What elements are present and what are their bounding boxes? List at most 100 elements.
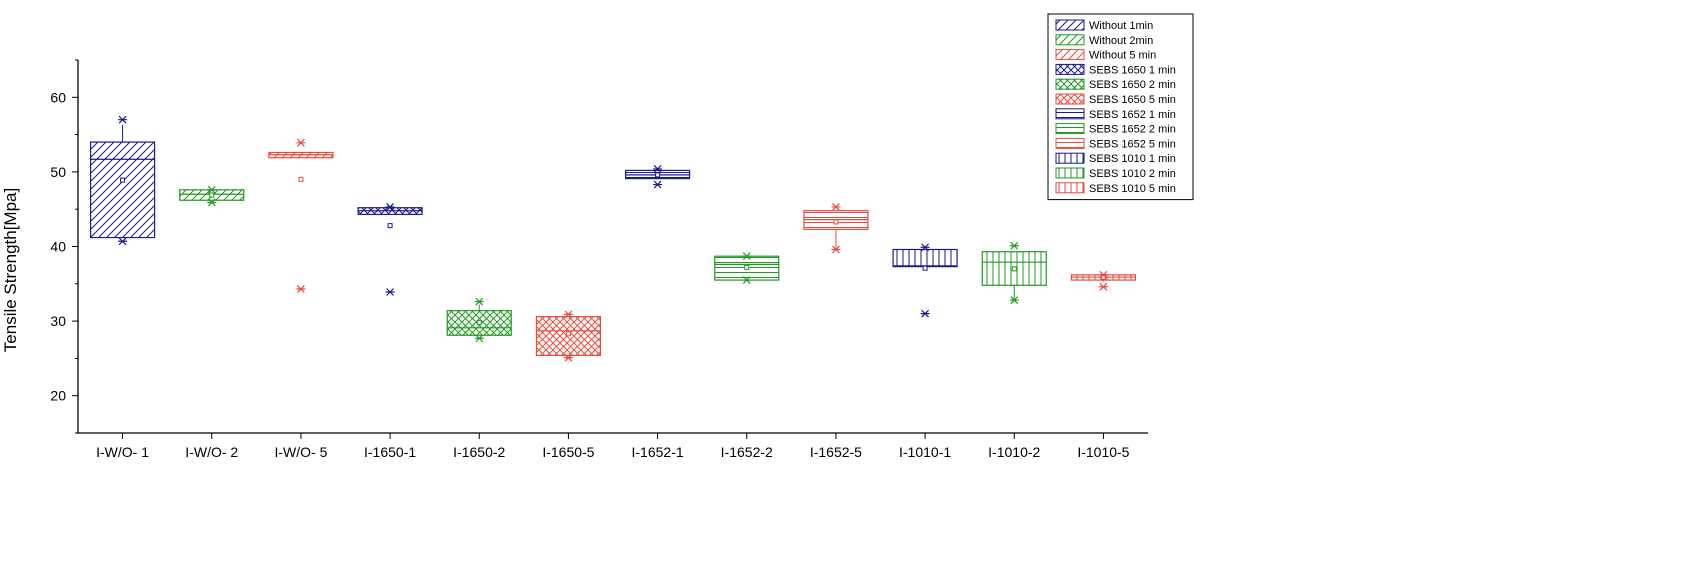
box-I-1010-5 — [1070, 270, 1137, 291]
min-marker — [1009, 296, 1019, 305]
legend-swatch — [1055, 108, 1085, 120]
mean-marker — [120, 177, 126, 183]
legend-swatch — [1055, 123, 1085, 135]
max-marker — [118, 115, 128, 124]
max-marker — [563, 310, 573, 319]
box-I-1010-1 — [892, 243, 958, 318]
legend-swatch — [1055, 182, 1085, 194]
mean-marker — [476, 320, 482, 326]
legend-label: SEBS 1652 5 min — [1089, 138, 1176, 150]
legend-label: Without 5 min — [1089, 50, 1156, 62]
legend-item: SEBS 1650 1 min — [1055, 63, 1176, 76]
legend-label: SEBS 1652 2 min — [1089, 124, 1176, 136]
legend-swatch — [1055, 137, 1085, 149]
min-marker — [563, 353, 573, 362]
y-axis-label: Tensile Strength[Mpa] — [1, 188, 20, 352]
legend-item: SEBS 1652 2 min — [1055, 123, 1176, 136]
x-tick-label: I-W/O- 2 — [185, 444, 238, 460]
min-marker — [118, 237, 128, 246]
legend-item: SEBS 1650 5 min — [1055, 93, 1176, 106]
legend-swatch — [1055, 19, 1085, 31]
y-tick-label: 40 — [50, 239, 66, 255]
mean-marker — [922, 265, 928, 271]
legend-swatch — [1055, 63, 1085, 75]
x-tick-label: I-W/O- 5 — [274, 444, 327, 460]
legend-label: SEBS 1650 1 min — [1089, 64, 1176, 76]
max-marker — [207, 185, 217, 194]
legend-item: Without 1min — [1055, 19, 1153, 32]
legend-label: Without 1min — [1089, 20, 1153, 32]
max-marker — [831, 203, 841, 211]
y-tick-label: 60 — [50, 89, 66, 105]
mean-marker — [565, 331, 571, 337]
x-tick-label: I-1652-2 — [721, 444, 773, 460]
legend: Without 1min Without 2min Without 5 min SEB… — [1047, 13, 1194, 201]
box-I-1652-5 — [803, 203, 869, 254]
legend-swatch — [1055, 152, 1085, 164]
mean-marker — [209, 192, 215, 198]
box-iqr — [89, 141, 156, 239]
legend-label: SEBS 1650 2 min — [1089, 79, 1176, 91]
legend-label: SEBS 1010 1 min — [1089, 153, 1176, 165]
max-marker — [1009, 241, 1019, 250]
legend-item: SEBS 1010 1 min — [1055, 152, 1176, 165]
max-marker — [653, 164, 663, 173]
legend-label: SEBS 1652 1 min — [1089, 109, 1176, 121]
y-tick-label: 30 — [50, 313, 66, 329]
min-marker — [831, 245, 841, 254]
box-I-1652-1 — [624, 164, 691, 189]
legend-item: SEBS 1010 2 min — [1055, 167, 1176, 180]
box-I-1650-1 — [357, 203, 423, 296]
min-marker — [653, 180, 663, 189]
x-tick-label: I-1650-5 — [542, 444, 594, 460]
x-tick-label: I-1652-1 — [632, 444, 684, 460]
min-marker — [385, 288, 395, 296]
box-I-1650-5 — [535, 310, 602, 362]
box-iqr — [892, 248, 958, 268]
max-marker — [385, 203, 395, 211]
min-marker — [296, 285, 306, 293]
mean-marker — [298, 176, 304, 182]
box-I-W/O- 5 — [268, 138, 334, 293]
min-marker — [920, 309, 930, 318]
y-tick-label: 20 — [50, 388, 66, 404]
legend-swatch — [1055, 34, 1085, 46]
legend-label: Without 2min — [1089, 35, 1153, 47]
mean-marker — [387, 223, 393, 229]
x-tick-label: I-1010-2 — [988, 444, 1040, 460]
box-I-W/O- 1 — [89, 115, 156, 246]
box-I-1650-2 — [446, 297, 512, 343]
max-marker — [474, 297, 484, 306]
legend-item: SEBS 1650 2 min — [1055, 78, 1176, 91]
x-tick-label: I-1650-2 — [453, 444, 505, 460]
x-tick-label: I-W/O- 1 — [96, 444, 149, 460]
legend-item: Without 5 min — [1055, 49, 1156, 62]
min-marker — [474, 334, 484, 343]
box-I-1652-2 — [714, 252, 780, 284]
max-marker — [1098, 270, 1108, 279]
legend-item: SEBS 1652 1 min — [1055, 108, 1176, 121]
min-marker — [742, 276, 752, 284]
legend-label: SEBS 1650 5 min — [1089, 94, 1176, 106]
box-series-group — [89, 115, 1137, 362]
legend-swatch — [1055, 167, 1085, 179]
x-tick-label: I-1650-1 — [364, 444, 416, 460]
max-marker — [920, 243, 930, 252]
mean-marker — [833, 219, 839, 225]
box-I-W/O- 2 — [179, 185, 245, 207]
mean-marker — [744, 264, 750, 270]
legend-swatch — [1055, 49, 1085, 61]
x-tick-label: I-1652-5 — [810, 444, 862, 460]
max-marker — [742, 252, 752, 261]
x-tick-label: I-1010-5 — [1077, 444, 1129, 460]
box-I-1010-2 — [981, 241, 1047, 305]
min-marker — [1098, 282, 1108, 291]
legend-label: SEBS 1010 5 min — [1089, 183, 1176, 195]
mean-marker — [655, 172, 661, 178]
legend-item: Without 2min — [1055, 34, 1153, 47]
legend-label: SEBS 1010 2 min — [1089, 168, 1176, 180]
legend-swatch — [1055, 93, 1085, 105]
legend-item: SEBS 1010 5 min — [1055, 182, 1176, 195]
x-tick-label: I-1010-1 — [899, 444, 951, 460]
legend-swatch — [1055, 78, 1085, 90]
